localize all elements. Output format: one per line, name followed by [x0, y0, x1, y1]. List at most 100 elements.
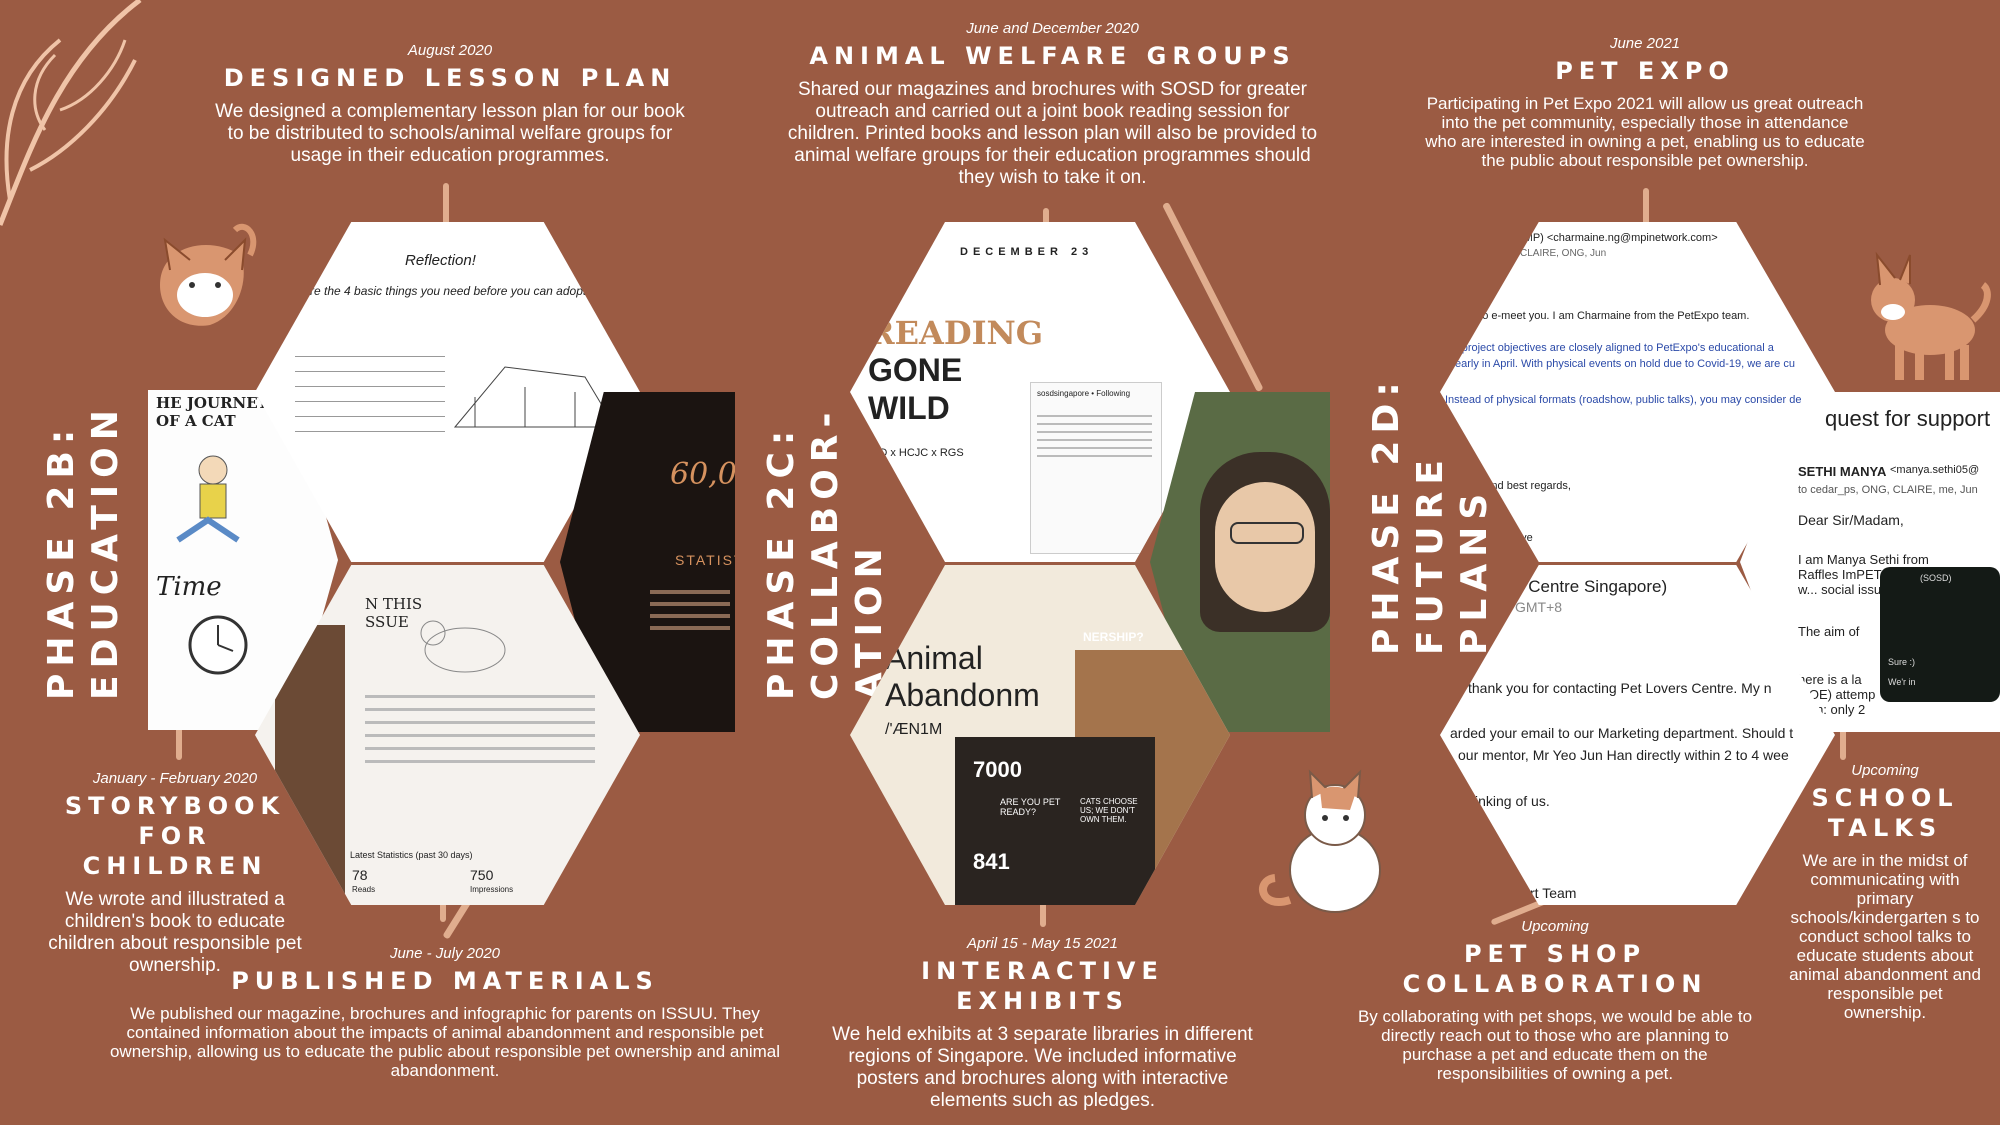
chat-screenshot: (SOSD) Sure :) We'r in	[1880, 567, 2000, 702]
instagram-handle: sosdsingapore • Following	[1037, 389, 1131, 398]
partners-line: SD x HCJC x RGS	[872, 447, 964, 459]
section-body: We designed a complementary lesson plan …	[215, 101, 685, 166]
chat-message: Sure :)	[1888, 657, 1916, 667]
reading-title: READING	[868, 314, 1044, 352]
dark-poster: 7000 ARE YOU PET READY? CATS CHOOSE US; …	[955, 737, 1155, 905]
chat-message: We'r in	[1888, 677, 1916, 687]
sketch-drawing-icon	[453, 366, 616, 428]
section-body: Shared our magazines and brochures with …	[787, 79, 1318, 188]
cat-sitting-icon	[1259, 769, 1381, 913]
worksheet-lines	[295, 342, 445, 492]
section-body: We held exhibits at 3 separate libraries…	[832, 1024, 1253, 1111]
pet-ready-text: ARE YOU PET READY?	[1000, 797, 1061, 817]
reads-value: 78	[352, 867, 368, 883]
section-body: Participating in Pet Expo 2021 will allo…	[1425, 94, 1865, 170]
december-header: DECEMBER 23	[960, 246, 1094, 258]
section-title: ANIMAL WELFARE GROUPS	[809, 42, 1296, 70]
stat-number: 60,0	[670, 457, 737, 492]
section-pet-expo: June 2021 PET EXPO Participating in Pet …	[1425, 35, 1865, 170]
request-greeting: Dear Sir/Madam,	[1798, 512, 1904, 528]
cat-peeking-icon	[160, 223, 257, 326]
child-illustration-icon	[176, 455, 240, 543]
section-title: PET SHOP COLLABORATION	[1402, 940, 1708, 998]
section-title: STORYBOOK FOR CHILDREN	[64, 792, 286, 880]
section-body: By collaborating with pet shops, we woul…	[1357, 1007, 1753, 1083]
request-aim: The aim of	[1798, 624, 1860, 639]
gone-title: GONE	[868, 352, 963, 388]
section-body: We wrote and illustrated a children's bo…	[48, 889, 302, 976]
phase-2c-label: PHASE 2C: COLLABOR- ATION	[761, 405, 890, 700]
reads-label: Reads	[352, 885, 376, 894]
animal-abandonment-image: Animal Abandonm /'ÆN1M NERSHIP? 7000 ARE…	[850, 565, 1230, 905]
chat-header: (SOSD)	[1920, 573, 1952, 583]
plc-line: thank you for contacting Pet Lovers Cent…	[1468, 680, 1772, 696]
email-line: Instead of physical formats (roadshow, p…	[1445, 394, 1802, 406]
animal-word: Animal	[885, 640, 983, 676]
impressions-value: 750	[470, 867, 494, 883]
magazine-issue-label: N THIS SSUE	[365, 595, 423, 631]
section-date: Upcoming	[1851, 762, 1919, 779]
section-pet-shop: Upcoming PET SHOP COLLABORATION By colla…	[1350, 918, 1760, 1083]
request-sender: SETHI MANYA	[1798, 464, 1887, 479]
section-title: SCHOOL TALKS	[1811, 784, 1959, 842]
instagram-post: sosdsingapore • Following	[1030, 382, 1162, 554]
cats-quote: CATS CHOOSE US; WE DON'T OWN THEM.	[1080, 797, 1138, 824]
email-line: r project objectives are closely aligned…	[1455, 342, 1774, 354]
connector-line	[1643, 188, 1649, 230]
wild-title: WILD	[868, 390, 950, 426]
request-to: to cedar_ps, ONG, CLAIRE, me, Jun	[1798, 484, 1978, 496]
glasses-icon	[1230, 522, 1304, 544]
section-body: We are in the midst of communicating wit…	[1789, 851, 1981, 1022]
abandonment-word: Abandonm	[885, 677, 1040, 713]
support-request-image: quest for support SETHI MANYA <manya.set…	[1740, 392, 2000, 732]
stat-label: STATIST	[675, 552, 745, 568]
section-title: PET EXPO	[1555, 57, 1735, 85]
section-title: INTERACTIVE EXHIBITS	[921, 957, 1164, 1015]
plc-title: s Centre Singapore)	[1515, 577, 1668, 596]
section-date: January - February 2020	[92, 770, 258, 787]
section-school-talks: Upcoming SCHOOL TALKS We are in the mids…	[1785, 762, 1985, 1022]
reflection-title: Reflection!	[405, 252, 476, 269]
clock-icon	[188, 615, 248, 675]
plc-line: inking of us.	[1475, 793, 1550, 809]
phase-2b-label: PHASE 2B: EDUCATION	[41, 403, 126, 700]
section-exhibits: April 15 - May 15 2021 INTERACTIVE EXHIB…	[830, 935, 1255, 1112]
section-lesson-plan: August 2020 DESIGNED LESSON PLAN We desi…	[205, 42, 695, 167]
email-cc: CLAIRE, ONG, Jun	[1520, 248, 1607, 259]
time-label: Time	[156, 572, 222, 602]
section-date: June - July 2020	[389, 945, 501, 962]
email-sender: (MP) <charmaine.ng@mpinetwork.com>	[1520, 232, 1718, 244]
stats-caption: Latest Statistics (past 30 days)	[350, 850, 473, 860]
instagram-text	[1037, 409, 1152, 529]
email-line: d to e-meet you. I am Charmaine from the…	[1470, 310, 1750, 322]
section-date: August 2020	[407, 42, 493, 59]
section-body: We published our magazine, brochures and…	[109, 1004, 781, 1080]
impressions-label: Impressions	[470, 885, 514, 894]
dog-standing-icon	[1871, 251, 1991, 380]
storybook-cover-title: HE JOURNEY OF A CAT	[156, 394, 269, 430]
connector-line	[443, 183, 449, 241]
connector-line	[1840, 705, 1846, 760]
number-7000: 7000	[973, 757, 1022, 782]
lesson-question: ...re the 4 basic things you need before…	[300, 284, 587, 298]
stat-bars	[650, 582, 730, 638]
pet-lovers-email-image: s Centre Singapore) GMT+8 thank you for …	[1440, 565, 1835, 905]
section-title: DESIGNED LESSON PLAN	[223, 64, 677, 92]
ownership-heading: NERSHIP?	[1083, 630, 1144, 644]
section-date: April 15 - May 15 2021	[967, 935, 1118, 952]
section-published: June - July 2020 PUBLISHED MATERIALS We …	[95, 945, 795, 1080]
leaf-icon	[0, 0, 142, 226]
magazine-text-lines	[365, 685, 595, 773]
phonetic-text: /'ÆN1M	[885, 721, 943, 738]
section-welfare-groups: June and December 2020 ANIMAL WELFARE GR…	[785, 20, 1320, 189]
section-date: June and December 2020	[966, 20, 1139, 37]
plc-team: rt Team	[1530, 885, 1577, 901]
number-841: 841	[973, 849, 1010, 874]
section-date: Upcoming	[1521, 918, 1589, 935]
plc-line: our mentor, Mr Yeo Jun Han directly with…	[1458, 747, 1789, 763]
request-title: quest for support	[1825, 406, 1991, 431]
person-face	[1215, 482, 1315, 612]
section-date: June 2021	[1609, 35, 1681, 52]
plc-timezone: GMT+8	[1515, 599, 1563, 615]
